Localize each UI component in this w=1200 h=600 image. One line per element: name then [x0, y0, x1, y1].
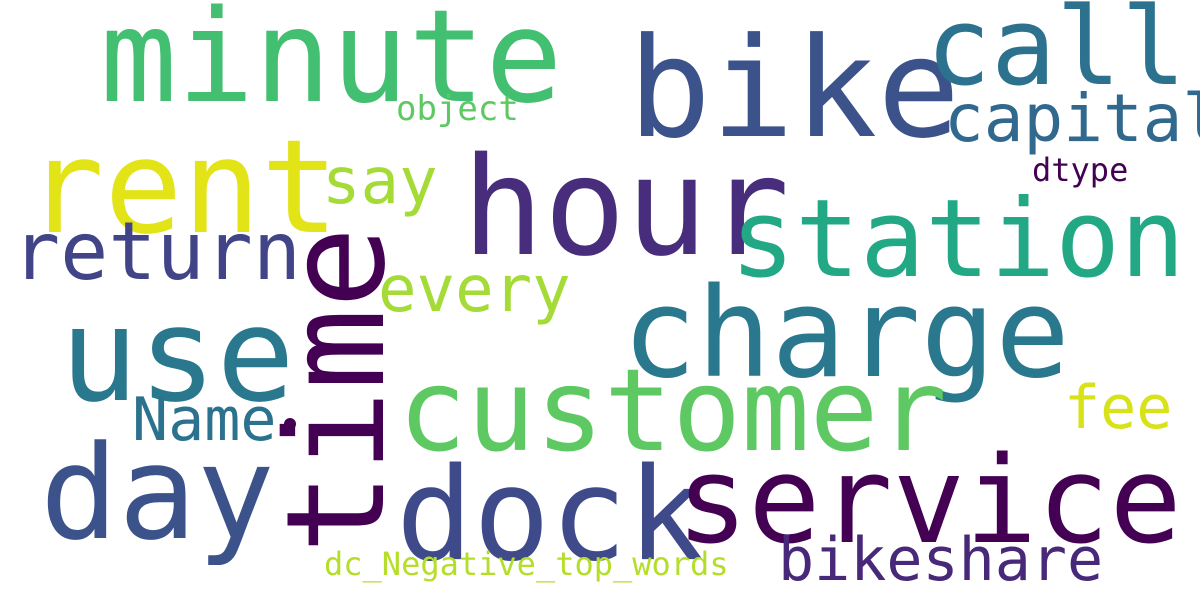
word-hour: hour [462, 129, 790, 287]
dot-mark [284, 418, 296, 430]
word-fee: fee [1064, 373, 1173, 443]
word-dc-negative-top-words: dc_Negative_top_words [324, 545, 729, 583]
word-return: return [12, 205, 301, 298]
word-dock: dock [396, 441, 705, 590]
word-bikeshare: bikeshare [778, 525, 1104, 595]
word-time: time [258, 226, 416, 554]
word-customer: customer [398, 344, 948, 477]
word-station: station [730, 177, 1186, 302]
word-bike: bike [628, 8, 961, 169]
word-rent: rent [26, 111, 340, 263]
word-service: service [676, 432, 1182, 571]
word-day: day [40, 417, 275, 569]
word-every: every [378, 253, 571, 327]
word-Name: Name [132, 385, 277, 455]
word-object: object [396, 89, 519, 129]
word-charge: charge [622, 262, 1070, 406]
word-minute: minute [100, 0, 563, 132]
word-call: call [926, 0, 1187, 110]
word-capital: capital [944, 80, 1200, 157]
word-say: say [322, 145, 438, 219]
word-use: use [60, 279, 295, 431]
word-dtype: dtype [1032, 151, 1129, 189]
